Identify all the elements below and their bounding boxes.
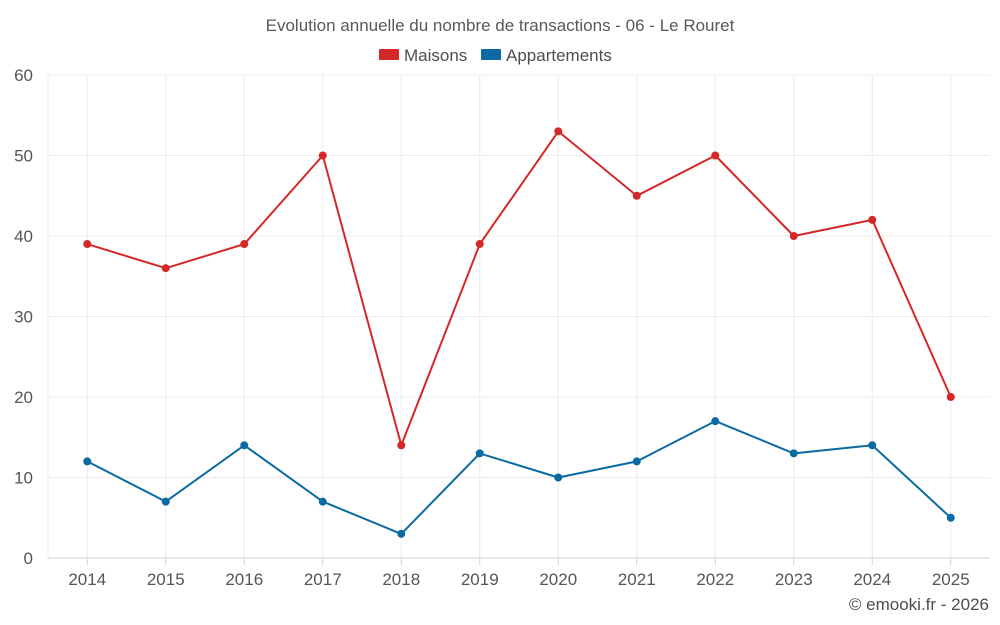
data-point-appartements[interactable]: Appartements 2023: 13 <box>789 449 798 458</box>
chart-title: Evolution annuelle du nombre de transact… <box>266 16 735 35</box>
grid <box>48 74 990 558</box>
data-point-maisons[interactable]: Maisons 2024: 42 <box>868 215 877 224</box>
legend-item-maisons[interactable]: Maisons <box>379 46 467 65</box>
data-point-appartements[interactable]: Appartements 2019: 13 <box>475 449 484 458</box>
data-point-appartements[interactable]: Appartements 2021: 12 <box>632 457 641 466</box>
data-point-maisons[interactable]: Maisons 2022: 50 <box>711 151 720 160</box>
x-tick-label: 2019 <box>461 570 499 589</box>
x-tick-label: 2020 <box>539 570 577 589</box>
data-point-appartements[interactable]: Appartements 2014: 12 <box>83 457 92 466</box>
data-point-appartements[interactable]: Appartements 2016: 14 <box>240 441 249 450</box>
x-axis-ticks: 2014 2015 2016 2017 2018 2019 2020 2021 2022 2023… <box>68 570 969 589</box>
series: Maisons 2014: 39 Maisons 2015: 36 Maisons … <box>83 127 955 538</box>
y-tick-label: 50 <box>14 147 33 166</box>
data-point-appartements[interactable]: Appartements 2017: 7 <box>318 497 327 506</box>
series-line-maisons <box>87 130 952 447</box>
y-tick-label: 40 <box>14 227 33 246</box>
data-point-maisons[interactable]: Maisons 2017: 50 <box>318 151 327 160</box>
data-point-appartements[interactable]: Appartements 2020: 10 <box>554 473 563 482</box>
data-point-maisons[interactable]: Maisons 2020: 53 <box>554 127 563 136</box>
credit-text: © emooki.fr - 2026 <box>849 595 989 614</box>
y-axis-ticks: 0 10 20 30 40 50 60 <box>14 66 33 568</box>
legend: Maisons Appartements <box>379 46 612 65</box>
legend-label-appartements: Appartements <box>506 46 612 65</box>
series-maisons: Maisons 2014: 39 Maisons 2015: 36 Maisons … <box>83 127 955 450</box>
x-tick-label: 2014 <box>68 570 106 589</box>
data-point-maisons[interactable]: Maisons 2018: 14 <box>397 441 406 450</box>
data-point-appartements[interactable]: Appartements 2018: 3 <box>397 529 406 538</box>
data-point-appartements[interactable]: Appartements 2025: 5 <box>946 513 955 522</box>
data-point-maisons[interactable]: Maisons 2014: 39 <box>83 240 92 249</box>
axes <box>47 75 990 565</box>
legend-swatch-appartements <box>481 49 501 60</box>
data-point-maisons[interactable]: Maisons 2023: 40 <box>789 232 798 240</box>
data-point-appartements[interactable]: Appartements 2024: 14 <box>868 441 877 450</box>
data-point-maisons[interactable]: Maisons 2015: 36 <box>161 264 170 273</box>
x-tick-label: 2023 <box>775 570 813 589</box>
y-tick-label: 60 <box>14 66 33 85</box>
x-tick-label: 2018 <box>382 570 420 589</box>
legend-label-maisons: Maisons <box>404 46 467 65</box>
x-tick-label: 2015 <box>147 570 185 589</box>
legend-item-appartements[interactable]: Appartements <box>481 46 612 65</box>
y-tick-label: 30 <box>14 308 33 327</box>
x-tick-label: 2017 <box>304 570 342 589</box>
x-tick-label: 2024 <box>853 570 891 589</box>
data-point-maisons[interactable]: Maisons 2016: 39 <box>240 240 249 249</box>
y-tick-label: 10 <box>14 469 33 488</box>
data-point-appartements[interactable]: Appartements 2022: 17 <box>711 417 720 426</box>
x-tick-label: 2016 <box>225 570 263 589</box>
data-point-maisons[interactable]: Maisons 2021: 45 <box>632 191 641 200</box>
y-tick-label: 20 <box>14 388 33 407</box>
x-tick-label: 2022 <box>696 570 734 589</box>
y-tick-label: 0 <box>24 549 33 568</box>
data-point-maisons[interactable]: Maisons 2025: 20 <box>946 393 955 401</box>
legend-swatch-maisons <box>379 49 399 60</box>
data-point-appartements[interactable]: Appartements 2015: 7 <box>161 497 170 506</box>
series-line-appartements <box>86 420 952 535</box>
x-tick-label: 2021 <box>618 570 656 589</box>
data-point-maisons[interactable]: Maisons 2019: 39 <box>475 240 484 249</box>
x-tick-label: 2025 <box>932 570 970 589</box>
series-appartements: Appartements 2014: 12 Appartements 2015: … <box>83 417 955 538</box>
